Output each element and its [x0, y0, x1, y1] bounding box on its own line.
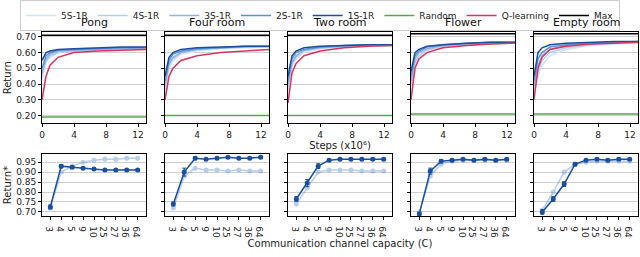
svg-text:12: 12	[255, 130, 266, 140]
svg-text:25: 25	[98, 226, 108, 237]
svg-text:3: 3	[290, 226, 300, 232]
svg-text:3S-1R: 3S-1R	[204, 11, 231, 21]
svg-text:27: 27	[478, 226, 488, 237]
svg-text:0.70: 0.70	[16, 207, 36, 217]
svg-text:0: 0	[39, 130, 45, 140]
svg-text:0.30: 0.30	[16, 95, 36, 105]
svg-text:9: 9	[323, 226, 333, 232]
svg-text:0.75: 0.75	[16, 197, 36, 207]
svg-text:64: 64	[254, 226, 264, 238]
svg-text:0: 0	[162, 130, 168, 140]
svg-text:Four room: Four room	[189, 16, 245, 29]
svg-text:Max: Max	[594, 11, 613, 21]
svg-text:Random: Random	[419, 11, 456, 21]
svg-text:64: 64	[131, 226, 141, 238]
svg-text:10: 10	[211, 226, 221, 238]
svg-text:36: 36	[366, 226, 376, 238]
svg-text:9: 9	[77, 226, 87, 232]
svg-text:4: 4	[71, 130, 77, 140]
svg-text:8: 8	[472, 130, 478, 140]
svg-text:12: 12	[624, 130, 635, 140]
svg-text:10: 10	[580, 226, 590, 238]
svg-text:3: 3	[413, 226, 423, 232]
svg-text:5: 5	[312, 226, 322, 232]
svg-text:8: 8	[349, 130, 355, 140]
svg-text:2S-1R: 2S-1R	[276, 11, 303, 21]
svg-text:36: 36	[243, 226, 253, 238]
svg-text:0.60: 0.60	[16, 48, 36, 58]
svg-text:1S-1R: 1S-1R	[348, 11, 375, 21]
svg-text:4: 4	[440, 130, 446, 140]
svg-text:4: 4	[547, 226, 557, 232]
svg-text:10: 10	[334, 226, 344, 238]
svg-text:5: 5	[558, 226, 568, 232]
svg-text:0.20: 0.20	[16, 111, 36, 121]
svg-text:12: 12	[501, 130, 512, 140]
svg-text:Pong: Pong	[81, 16, 108, 29]
svg-text:Flower: Flower	[445, 16, 482, 29]
svg-text:0: 0	[408, 130, 414, 140]
svg-text:9: 9	[200, 226, 210, 232]
svg-text:0.40: 0.40	[16, 79, 36, 89]
svg-text:0.80: 0.80	[16, 187, 36, 197]
svg-text:25: 25	[590, 226, 600, 237]
svg-text:Return*: Return*	[2, 166, 13, 204]
svg-text:8: 8	[103, 130, 109, 140]
svg-text:Two room: Two room	[313, 16, 367, 29]
svg-text:4: 4	[194, 130, 200, 140]
svg-text:4: 4	[55, 226, 65, 232]
svg-text:Steps (x10⁶): Steps (x10⁶)	[309, 140, 371, 151]
svg-text:0: 0	[531, 130, 537, 140]
svg-text:4: 4	[178, 226, 188, 232]
svg-text:27: 27	[109, 226, 119, 237]
svg-text:64: 64	[623, 226, 633, 238]
svg-text:9: 9	[569, 226, 579, 232]
svg-text:Communication channel capacity: Communication channel capacity (C)	[248, 238, 433, 249]
svg-text:3: 3	[44, 226, 54, 232]
svg-text:12: 12	[378, 130, 389, 140]
svg-text:10: 10	[88, 226, 98, 238]
svg-text:27: 27	[601, 226, 611, 237]
svg-text:12: 12	[132, 130, 143, 140]
svg-text:0.85: 0.85	[16, 177, 36, 187]
svg-text:5: 5	[435, 226, 445, 232]
svg-text:64: 64	[500, 226, 510, 238]
svg-text:25: 25	[344, 226, 354, 237]
svg-text:Return: Return	[2, 61, 13, 94]
svg-text:3: 3	[167, 226, 177, 232]
svg-text:9: 9	[446, 226, 456, 232]
svg-text:0.90: 0.90	[16, 167, 36, 177]
svg-text:4: 4	[563, 130, 569, 140]
svg-text:3: 3	[536, 226, 546, 232]
svg-text:64: 64	[377, 226, 387, 238]
svg-text:25: 25	[221, 226, 231, 237]
svg-text:0.95: 0.95	[16, 157, 36, 167]
svg-text:0.50: 0.50	[16, 63, 36, 73]
svg-text:Q-learning: Q-learning	[502, 11, 549, 21]
svg-text:36: 36	[489, 226, 499, 238]
svg-text:5: 5	[66, 226, 76, 232]
svg-text:8: 8	[595, 130, 601, 140]
svg-text:5: 5	[189, 226, 199, 232]
svg-text:Empty room: Empty room	[553, 16, 620, 29]
svg-text:0.70: 0.70	[16, 32, 36, 42]
svg-text:0: 0	[285, 130, 291, 140]
svg-text:4: 4	[424, 226, 434, 232]
svg-text:36: 36	[612, 226, 622, 238]
svg-text:5S-1R: 5S-1R	[61, 11, 88, 21]
svg-text:4: 4	[301, 226, 311, 232]
svg-text:4S-1R: 4S-1R	[133, 11, 160, 21]
svg-text:36: 36	[120, 226, 130, 238]
svg-text:27: 27	[355, 226, 365, 237]
svg-text:10: 10	[457, 226, 467, 238]
svg-text:4: 4	[317, 130, 323, 140]
svg-text:25: 25	[467, 226, 477, 237]
svg-text:27: 27	[232, 226, 242, 237]
svg-text:8: 8	[226, 130, 232, 140]
